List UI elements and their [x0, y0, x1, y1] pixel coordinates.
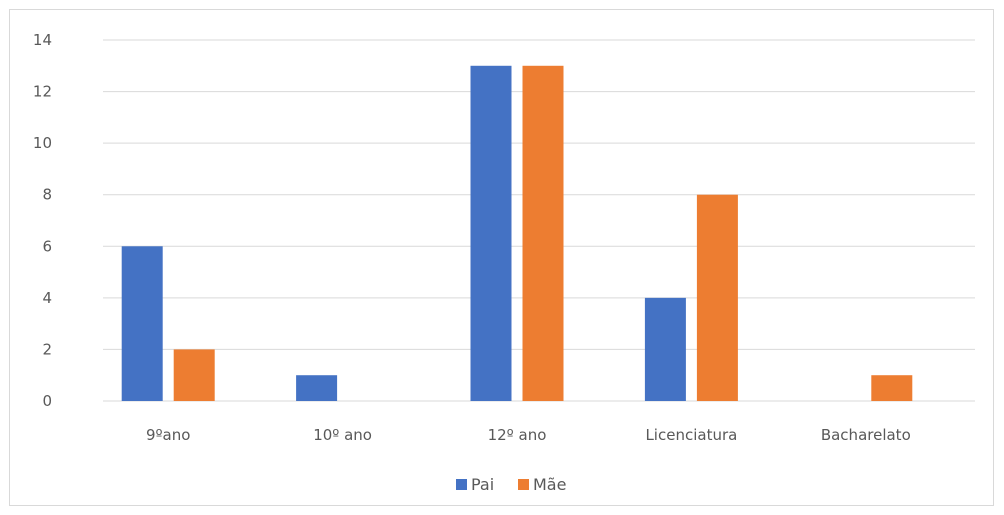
bar-m-e-3 [697, 195, 738, 401]
y-tick-label: 0 [42, 392, 52, 410]
legend-label: Pai [471, 475, 494, 494]
bar-m-e-2 [523, 66, 564, 401]
y-tick-label: 14 [33, 31, 52, 49]
y-tick-label: 4 [42, 289, 52, 307]
x-axis-ticks: 9ºano 10º ano 12º ano Licenciatura Bacharela… [146, 426, 911, 444]
legend-swatch [456, 479, 467, 490]
bar-pai-1 [296, 375, 337, 401]
bar-m-e-0 [174, 349, 215, 401]
y-tick-label: 6 [42, 237, 52, 255]
x-tick-label: 12º ano [488, 426, 547, 444]
y-tick-label: 2 [42, 340, 52, 358]
y-axis-ticks: 0 2 4 6 8 10 12 14 [33, 31, 52, 410]
x-tick-label: 10º ano [313, 426, 372, 444]
legend-swatch [518, 479, 529, 490]
x-tick-label: Licenciatura [645, 426, 737, 444]
y-tick-label: 8 [42, 186, 52, 204]
bar-m-e-4 [871, 375, 912, 401]
y-tick-label: 12 [33, 83, 52, 101]
legend: Pai Mãe [456, 475, 566, 494]
bar-pai-0 [122, 246, 163, 401]
bar-pai-2 [471, 66, 512, 401]
bar-pai-3 [645, 298, 686, 401]
x-tick-label: Bacharelato [821, 426, 911, 444]
x-tick-label: 9ºano [146, 426, 191, 444]
legend-label: Mãe [533, 475, 566, 494]
bars [122, 66, 913, 401]
y-tick-label: 10 [33, 134, 52, 152]
